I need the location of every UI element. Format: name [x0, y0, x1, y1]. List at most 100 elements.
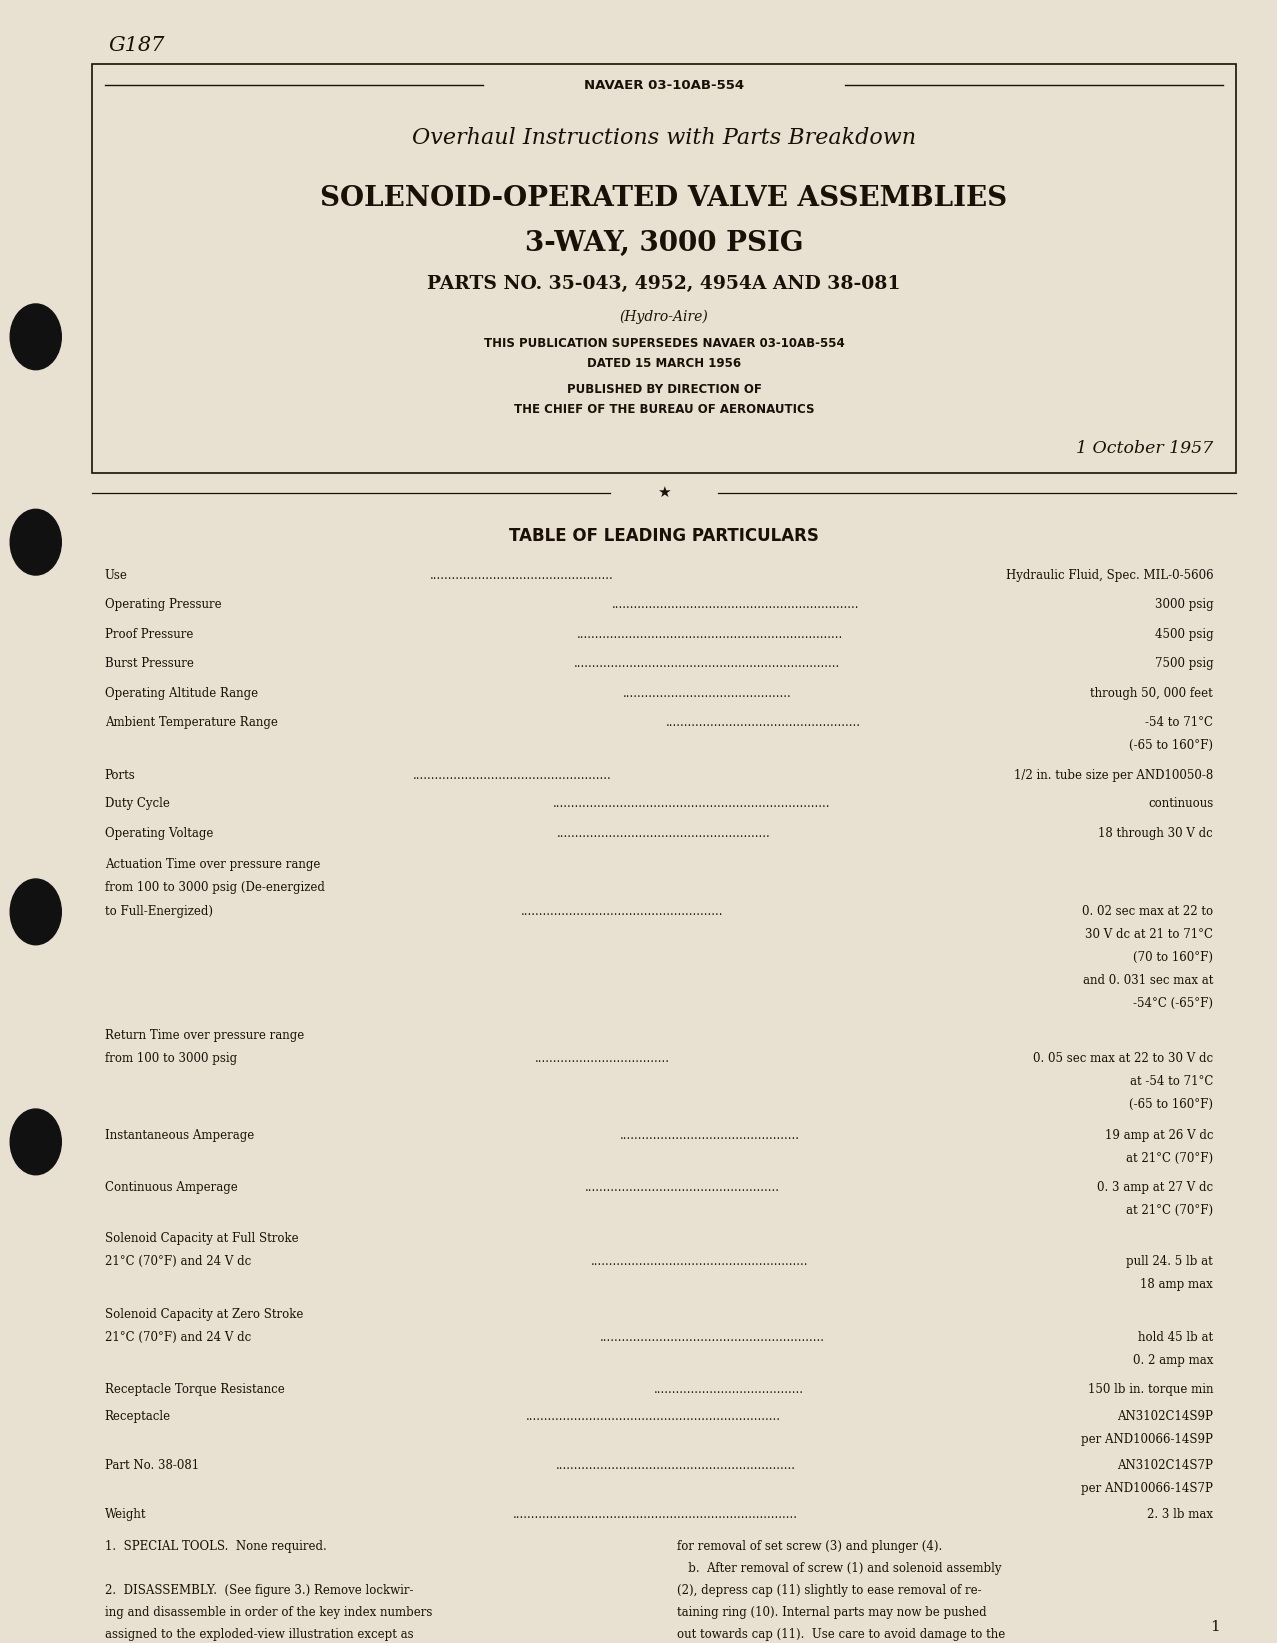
- Text: (70 to 160°F): (70 to 160°F): [1133, 951, 1213, 964]
- Text: PARTS NO. 35-043, 4952, 4954A AND 38-081: PARTS NO. 35-043, 4952, 4954A AND 38-081: [428, 276, 900, 292]
- Text: G187: G187: [109, 36, 165, 56]
- Text: 3-WAY, 3000 PSIG: 3-WAY, 3000 PSIG: [525, 230, 803, 256]
- Text: ......................................................: ........................................…: [521, 905, 724, 918]
- Text: at -54 to 71°C: at -54 to 71°C: [1130, 1075, 1213, 1088]
- Text: SOLENOID-OPERATED VALVE ASSEMBLIES: SOLENOID-OPERATED VALVE ASSEMBLIES: [321, 186, 1008, 212]
- Text: per AND10066-14S9P: per AND10066-14S9P: [1082, 1433, 1213, 1446]
- Text: assigned to the exploded-view illustration except as: assigned to the exploded-view illustrati…: [105, 1628, 414, 1641]
- Circle shape: [10, 304, 61, 370]
- Text: 150 lb in. torque min: 150 lb in. torque min: [1088, 1383, 1213, 1397]
- Text: -54°C (-65°F): -54°C (-65°F): [1133, 997, 1213, 1010]
- Text: .................................................: ........................................…: [430, 568, 613, 582]
- Text: 19 amp at 26 V dc: 19 amp at 26 V dc: [1105, 1129, 1213, 1142]
- Text: 0. 05 sec max at 22 to 30 V dc: 0. 05 sec max at 22 to 30 V dc: [1033, 1052, 1213, 1065]
- Text: ....................................................: ........................................…: [585, 1181, 779, 1194]
- Text: DATED 15 MARCH 1956: DATED 15 MARCH 1956: [587, 357, 741, 370]
- Text: .....................................................: ........................................…: [414, 769, 612, 782]
- Text: Ambient Temperature Range: Ambient Temperature Range: [105, 716, 277, 729]
- Text: 1: 1: [1209, 1620, 1220, 1633]
- Text: 1 October 1957: 1 October 1957: [1077, 440, 1213, 457]
- Text: 1.  SPECIAL TOOLS.  None required.: 1. SPECIAL TOOLS. None required.: [105, 1539, 327, 1553]
- Text: ....................................................................: ........................................…: [526, 1410, 782, 1423]
- Text: ....................................................: ........................................…: [665, 716, 861, 729]
- Text: taining ring (10). Internal parts may now be pushed: taining ring (10). Internal parts may no…: [677, 1607, 986, 1618]
- Text: Solenoid Capacity at Zero Stroke: Solenoid Capacity at Zero Stroke: [105, 1308, 303, 1321]
- Text: .........................................................: ........................................…: [557, 826, 771, 840]
- Text: 21°C (70°F) and 24 V dc: 21°C (70°F) and 24 V dc: [105, 1331, 252, 1344]
- Text: (-65 to 160°F): (-65 to 160°F): [1129, 739, 1213, 752]
- Text: at 21°C (70°F): at 21°C (70°F): [1126, 1204, 1213, 1217]
- Text: Duty Cycle: Duty Cycle: [105, 797, 170, 810]
- Text: 18 amp max: 18 amp max: [1140, 1278, 1213, 1291]
- Text: 2.  DISASSEMBLY.  (See figure 3.) Remove lockwir-: 2. DISASSEMBLY. (See figure 3.) Remove l…: [105, 1584, 414, 1597]
- Text: at 21°C (70°F): at 21°C (70°F): [1126, 1152, 1213, 1165]
- Text: b.  After removal of screw (1) and solenoid assembly: b. After removal of screw (1) and soleno…: [677, 1562, 1001, 1574]
- Text: .......................................................................: ........................................…: [573, 657, 840, 670]
- Text: (Hydro-Aire): (Hydro-Aire): [619, 311, 709, 324]
- Text: ............................................................................: ........................................…: [512, 1508, 798, 1521]
- Text: Weight: Weight: [105, 1508, 146, 1521]
- Text: Burst Pressure: Burst Pressure: [105, 657, 194, 670]
- Text: from 100 to 3000 psig: from 100 to 3000 psig: [105, 1052, 236, 1065]
- Text: 7500 psig: 7500 psig: [1154, 657, 1213, 670]
- Text: Part No. 38-081: Part No. 38-081: [105, 1459, 199, 1472]
- Text: ing and disassemble in order of the key index numbers: ing and disassemble in order of the key …: [105, 1607, 432, 1618]
- Text: THE CHIEF OF THE BUREAU OF AERONAUTICS: THE CHIEF OF THE BUREAU OF AERONAUTICS: [513, 403, 815, 416]
- Text: to Full-Energized): to Full-Energized): [105, 905, 213, 918]
- Text: 0. 02 sec max at 22 to: 0. 02 sec max at 22 to: [1082, 905, 1213, 918]
- Text: through 50, 000 feet: through 50, 000 feet: [1091, 687, 1213, 700]
- Text: AN3102C14S7P: AN3102C14S7P: [1117, 1459, 1213, 1472]
- Text: ..........................................................................: ........................................…: [553, 797, 830, 810]
- Text: out towards cap (11).  Use care to avoid damage to the: out towards cap (11). Use care to avoid …: [677, 1628, 1005, 1641]
- Text: 2. 3 lb max: 2. 3 lb max: [1147, 1508, 1213, 1521]
- Text: 1/2 in. tube size per AND10050-8: 1/2 in. tube size per AND10050-8: [1014, 769, 1213, 782]
- Circle shape: [10, 1109, 61, 1175]
- Text: Return Time over pressure range: Return Time over pressure range: [105, 1029, 304, 1042]
- Text: .......................................................................: ........................................…: [577, 628, 843, 641]
- Text: 30 V dc at 21 to 71°C: 30 V dc at 21 to 71°C: [1085, 928, 1213, 941]
- Text: ................................................................: ........................................…: [557, 1459, 796, 1472]
- Text: per AND10066-14S7P: per AND10066-14S7P: [1082, 1482, 1213, 1495]
- Text: .............................................: ........................................…: [623, 687, 792, 700]
- Text: pull 24. 5 lb at: pull 24. 5 lb at: [1126, 1255, 1213, 1268]
- Text: from 100 to 3000 psig (De-energized: from 100 to 3000 psig (De-energized: [105, 881, 324, 894]
- Text: ....................................: ....................................: [535, 1052, 670, 1065]
- Text: for removal of set screw (3) and plunger (4).: for removal of set screw (3) and plunger…: [677, 1539, 942, 1553]
- Text: PUBLISHED BY DIRECTION OF: PUBLISHED BY DIRECTION OF: [567, 383, 761, 396]
- Text: ............................................................: ........................................…: [599, 1331, 825, 1344]
- Text: Proof Pressure: Proof Pressure: [105, 628, 193, 641]
- Text: Instantaneous Amperage: Instantaneous Amperage: [105, 1129, 254, 1142]
- Text: NAVAER 03-10AB-554: NAVAER 03-10AB-554: [584, 79, 744, 92]
- Text: Solenoid Capacity at Full Stroke: Solenoid Capacity at Full Stroke: [105, 1232, 299, 1245]
- Text: TABLE OF LEADING PARTICULARS: TABLE OF LEADING PARTICULARS: [510, 527, 819, 544]
- Circle shape: [10, 509, 61, 575]
- Text: Hydraulic Fluid, Spec. MIL-0-5606: Hydraulic Fluid, Spec. MIL-0-5606: [1005, 568, 1213, 582]
- Text: (-65 to 160°F): (-65 to 160°F): [1129, 1098, 1213, 1111]
- Text: ..........................................................: ........................................…: [590, 1255, 808, 1268]
- Text: 4500 psig: 4500 psig: [1154, 628, 1213, 641]
- Text: continuous: continuous: [1148, 797, 1213, 810]
- Text: 21°C (70°F) and 24 V dc: 21°C (70°F) and 24 V dc: [105, 1255, 252, 1268]
- Text: Actuation Time over pressure range: Actuation Time over pressure range: [105, 858, 321, 871]
- Text: Operating Altitude Range: Operating Altitude Range: [105, 687, 258, 700]
- Text: Operating Voltage: Operating Voltage: [105, 826, 213, 840]
- Text: ..................................................................: ........................................…: [612, 598, 859, 611]
- Text: Ports: Ports: [105, 769, 135, 782]
- Text: Overhaul Instructions with Parts Breakdown: Overhaul Instructions with Parts Breakdo…: [412, 127, 916, 150]
- Text: Receptacle: Receptacle: [105, 1410, 171, 1423]
- Text: ................................................: ........................................…: [621, 1129, 799, 1142]
- Text: ........................................: ........................................: [654, 1383, 805, 1397]
- Text: ★: ★: [658, 485, 670, 501]
- Text: Continuous Amperage: Continuous Amperage: [105, 1181, 238, 1194]
- Text: 3000 psig: 3000 psig: [1154, 598, 1213, 611]
- Text: (2), depress cap (11) slightly to ease removal of re-: (2), depress cap (11) slightly to ease r…: [677, 1584, 982, 1597]
- Text: Receptacle Torque Resistance: Receptacle Torque Resistance: [105, 1383, 285, 1397]
- Text: and 0. 031 sec max at: and 0. 031 sec max at: [1083, 974, 1213, 987]
- Text: hold 45 lb at: hold 45 lb at: [1138, 1331, 1213, 1344]
- Text: THIS PUBLICATION SUPERSEDES NAVAER 03-10AB-554: THIS PUBLICATION SUPERSEDES NAVAER 03-10…: [484, 337, 844, 350]
- Circle shape: [10, 879, 61, 945]
- Text: 0. 3 amp at 27 V dc: 0. 3 amp at 27 V dc: [1097, 1181, 1213, 1194]
- Text: 18 through 30 V dc: 18 through 30 V dc: [1098, 826, 1213, 840]
- Text: -54 to 71°C: -54 to 71°C: [1145, 716, 1213, 729]
- Text: Use: Use: [105, 568, 128, 582]
